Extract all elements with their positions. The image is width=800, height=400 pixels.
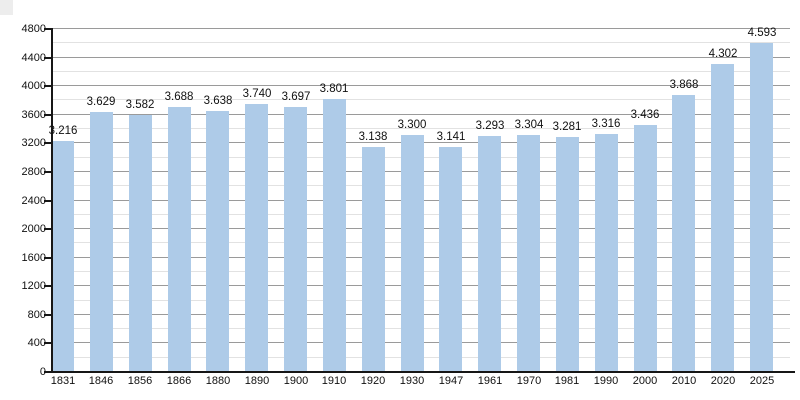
gridline-4200 <box>52 71 790 72</box>
bar-value-label-2025: 4.593 <box>747 27 777 39</box>
y-tick-label-4400: 4400 <box>21 52 46 64</box>
x-tick-label-1910: 1910 <box>321 375 347 387</box>
bar-value-label-1900: 3.697 <box>281 91 311 103</box>
bar-1856 <box>129 115 152 371</box>
y-tick-4000 <box>44 85 51 87</box>
bar-1866 <box>168 107 191 371</box>
bar-value-label-1856: 3.582 <box>125 99 155 111</box>
gridline-4400 <box>52 57 790 58</box>
bar-value-label-1961: 3.293 <box>475 120 505 132</box>
x-tick-label-1990: 1990 <box>593 375 619 387</box>
bar-1880 <box>206 111 229 371</box>
gridline-4000 <box>52 85 790 86</box>
bar-1961 <box>478 136 501 371</box>
y-tick-label-3600: 3600 <box>21 109 46 121</box>
bar-1920 <box>362 147 385 371</box>
y-tick-3600 <box>44 114 51 116</box>
x-tick-label-1856: 1856 <box>127 375 153 387</box>
x-tick-label-1890: 1890 <box>244 375 270 387</box>
bar-1890 <box>245 104 268 371</box>
bar-value-label-1866: 3.688 <box>164 91 194 103</box>
y-tick-2000 <box>44 228 51 230</box>
y-tick-label-400: 400 <box>27 337 46 349</box>
bar-value-label-1890: 3.740 <box>242 88 272 100</box>
y-tick-label-0: 0 <box>39 366 46 378</box>
bar-value-label-1970: 3.304 <box>514 119 544 131</box>
bar-value-label-2010: 3.868 <box>669 79 699 91</box>
y-tick-label-3200: 3200 <box>21 137 46 149</box>
bar-2000 <box>634 125 657 371</box>
bar-value-label-1990: 3.316 <box>591 118 621 130</box>
y-tick-4400 <box>44 57 51 59</box>
y-tick-label-2400: 2400 <box>21 195 46 207</box>
bar-1831 <box>51 141 74 371</box>
y-tick-1200 <box>44 285 51 287</box>
y-axis-line <box>51 28 53 373</box>
bar-2020 <box>711 64 734 371</box>
x-tick-label-1961: 1961 <box>477 375 503 387</box>
bar-value-label-1880: 3.638 <box>203 95 233 107</box>
bar-value-label-2000: 3.436 <box>630 109 660 121</box>
y-tick-0 <box>44 371 51 373</box>
bar-1947 <box>439 147 462 371</box>
bar-1910 <box>323 99 346 371</box>
x-tick-label-1930: 1930 <box>399 375 425 387</box>
gridline-3800 <box>52 99 790 100</box>
x-tick-label-1880: 1880 <box>205 375 231 387</box>
y-tick-400 <box>44 342 51 344</box>
y-tick-label-1600: 1600 <box>21 252 46 264</box>
y-tick-label-2000: 2000 <box>21 223 46 235</box>
bar-1930 <box>401 135 424 371</box>
bar-1900 <box>284 107 307 371</box>
bar-1846 <box>90 112 113 371</box>
bar-value-label-2020: 4.302 <box>708 48 738 60</box>
bar-1990 <box>595 134 618 371</box>
bar-2010 <box>672 95 695 371</box>
y-tick-4800 <box>44 28 51 30</box>
y-tick-label-2800: 2800 <box>21 166 46 178</box>
bar-value-label-1947: 3.141 <box>436 131 466 143</box>
y-tick-800 <box>44 314 51 316</box>
y-tick-label-1200: 1200 <box>21 280 46 292</box>
x-tick-label-1846: 1846 <box>88 375 114 387</box>
y-tick-label-4800: 4800 <box>21 23 46 35</box>
x-tick-label-1920: 1920 <box>360 375 386 387</box>
y-tick-label-4000: 4000 <box>21 80 46 92</box>
x-tick-label-1866: 1866 <box>166 375 192 387</box>
gridline-3400 <box>52 128 790 129</box>
x-tick-label-1981: 1981 <box>554 375 580 387</box>
gridline-4800 <box>52 28 790 29</box>
y-tick-2400 <box>44 200 51 202</box>
x-axis-line <box>51 371 795 373</box>
bar-value-label-1981: 3.281 <box>552 121 582 133</box>
bar-1970 <box>517 135 540 371</box>
x-tick-label-1970: 1970 <box>516 375 542 387</box>
bar-value-label-1920: 3.138 <box>358 131 388 143</box>
screen-corner-artifact <box>0 0 13 15</box>
bar-value-label-1831: 3.216 <box>48 125 78 137</box>
x-tick-label-1900: 1900 <box>283 375 309 387</box>
y-tick-3200 <box>44 142 51 144</box>
x-tick-label-2025: 2025 <box>749 375 775 387</box>
gridline-3600 <box>52 114 790 115</box>
bar-value-label-1930: 3.300 <box>397 119 427 131</box>
y-tick-2800 <box>44 171 51 173</box>
bar-value-label-1846: 3.629 <box>86 96 116 108</box>
x-tick-label-1947: 1947 <box>438 375 464 387</box>
y-tick-label-800: 800 <box>27 309 46 321</box>
x-tick-label-2010: 2010 <box>671 375 697 387</box>
gridline-4600 <box>52 42 790 43</box>
y-tick-1600 <box>44 257 51 259</box>
x-tick-label-1831: 1831 <box>50 375 76 387</box>
x-tick-label-2020: 2020 <box>710 375 736 387</box>
x-tick-label-2000: 2000 <box>632 375 658 387</box>
bar-value-label-1910: 3.801 <box>319 83 349 95</box>
bar-2025 <box>750 43 773 371</box>
bar-1981 <box>556 137 579 371</box>
